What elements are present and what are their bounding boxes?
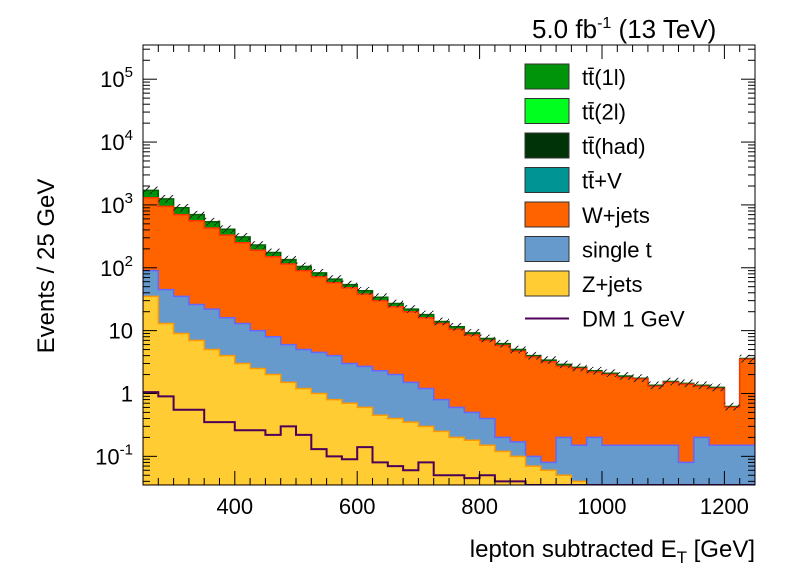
y-tick-label: 10 xyxy=(109,319,133,344)
histogram-stack xyxy=(143,187,755,485)
legend-label: Z+jets xyxy=(582,272,643,297)
legend-label: tt̄+V xyxy=(582,169,622,194)
y-tick-label: 105 xyxy=(100,64,133,92)
legend-swatch xyxy=(525,271,569,296)
y-tick-label: 103 xyxy=(100,190,133,218)
legend-item: DM 1 GeV xyxy=(525,307,685,332)
x-axis-title: lepton subtracted ET [GeV] xyxy=(470,536,755,567)
legend-item: tt̄+V xyxy=(525,168,622,194)
legend-swatch xyxy=(525,99,569,124)
legend-swatch xyxy=(525,133,569,158)
y-tick-label: 104 xyxy=(100,127,133,155)
y-axis-title: Events / 25 GeV xyxy=(33,179,60,354)
x-tick-label: 800 xyxy=(461,494,498,519)
header-lumi: 5.0 fb-1 (13 TeV) xyxy=(532,14,716,44)
legend-label: single t xyxy=(582,238,652,263)
y-tick-label: 10-1 xyxy=(95,441,133,469)
legend-swatch xyxy=(525,64,569,89)
x-tick-label: 600 xyxy=(339,494,376,519)
y-tick-label: 1 xyxy=(121,381,133,406)
legend-label: tt̄(had) xyxy=(582,134,646,159)
legend: tt̄(1l) tt̄(2l) tt̄(had) tt̄+V W+jets single … xyxy=(525,64,685,332)
legend-item: Z+jets xyxy=(525,271,643,297)
legend-label: tt̄(1l) xyxy=(582,65,626,90)
plot-area xyxy=(143,187,755,485)
legend-item: tt̄(2l) xyxy=(525,99,626,125)
legend-label: DM 1 GeV xyxy=(582,307,685,332)
legend-label: tt̄(2l) xyxy=(582,100,626,125)
legend-swatch xyxy=(525,202,569,227)
x-tick-label: 1000 xyxy=(578,494,627,519)
legend-swatch xyxy=(525,237,569,262)
legend-item: tt̄(1l) xyxy=(525,64,626,90)
legend-swatch xyxy=(525,168,569,193)
legend-item: W+jets xyxy=(525,202,650,228)
y-tick-label: 102 xyxy=(100,253,133,281)
x-tick-label: 1200 xyxy=(700,494,749,519)
legend-label: W+jets xyxy=(582,203,650,228)
legend-item: single t xyxy=(525,237,652,263)
x-tick-label: 400 xyxy=(216,494,253,519)
legend-item: tt̄(had) xyxy=(525,133,646,159)
